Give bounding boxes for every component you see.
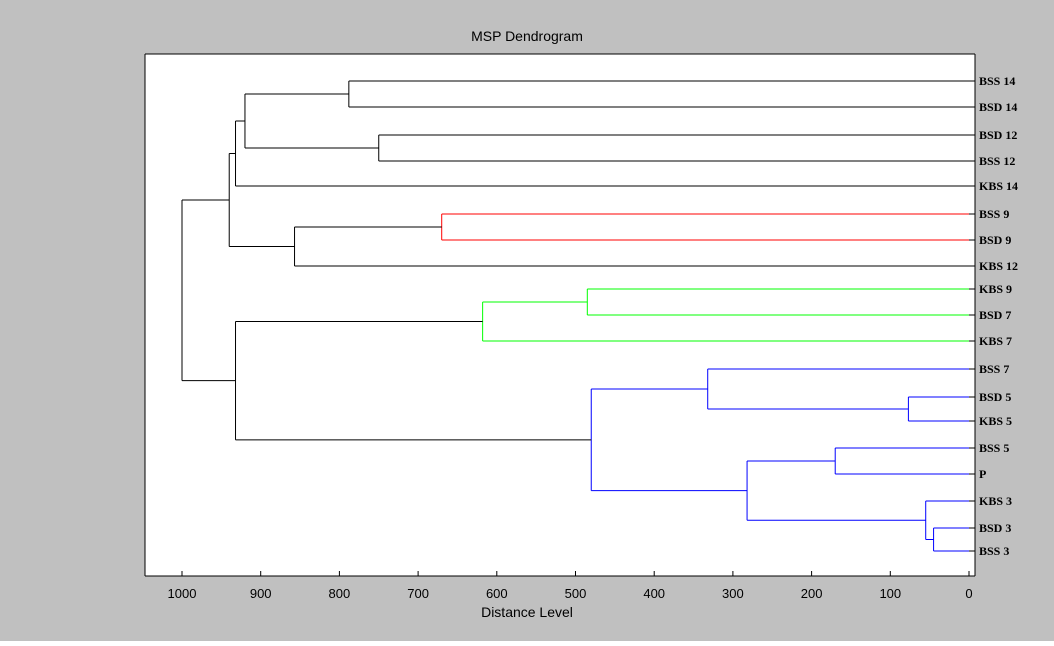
dendrogram-link <box>181 199 236 382</box>
leaf-label: KBS 5 <box>979 414 1012 428</box>
x-axis-label: Distance Level <box>481 604 573 620</box>
x-tick-label: 700 <box>407 586 429 601</box>
x-tick-label: 0 <box>965 586 972 601</box>
x-tick-label: 100 <box>879 586 901 601</box>
x-tick-label: 800 <box>329 586 351 601</box>
leaf-label: BSD 5 <box>979 390 1011 404</box>
x-tick-label: 1000 <box>168 586 197 601</box>
leaf-label: BSD 7 <box>979 308 1011 322</box>
leaf-label: KBS 3 <box>979 494 1012 508</box>
leaf-label: BSS 12 <box>979 154 1015 168</box>
leaf-labels: BSS 14 BSD 14 BSD 12 BSS 12 KBS 14 BSS 9 BSD 9… <box>969 74 1018 558</box>
x-tick-label: 500 <box>565 586 587 601</box>
x-tick-label: 400 <box>643 586 665 601</box>
leaf-label: KBS 12 <box>979 259 1018 273</box>
leaf-label: BSS 5 <box>979 441 1009 455</box>
leaf-label: BSS 7 <box>979 362 1009 376</box>
leaf-label: BSS 3 <box>979 544 1009 558</box>
leaf-label: BSD 14 <box>979 100 1017 114</box>
leaf-label: BSS 14 <box>979 74 1015 88</box>
leaf-label: BSD 12 <box>979 128 1017 142</box>
leaf-label: BSD 3 <box>979 521 1011 535</box>
chart-title: MSP Dendrogram <box>471 28 583 44</box>
x-tick-label: 300 <box>722 586 744 601</box>
x-axis: 1000 900 800 700 600 500 400 300 200 100 0 <box>144 53 976 601</box>
leaf-label: KBS 9 <box>979 282 1012 296</box>
x-tick-label: 900 <box>250 586 272 601</box>
leaf-label: BSS 9 <box>979 207 1009 221</box>
leaf-label: BSD 9 <box>979 233 1011 247</box>
leaf-label: KBS 14 <box>979 179 1018 193</box>
leaf-label: P <box>979 467 986 481</box>
x-tick-label: 600 <box>486 586 508 601</box>
leaf-label: KBS 7 <box>979 334 1012 348</box>
x-tick-label: 200 <box>801 586 823 601</box>
dendrogram-links <box>181 80 969 552</box>
